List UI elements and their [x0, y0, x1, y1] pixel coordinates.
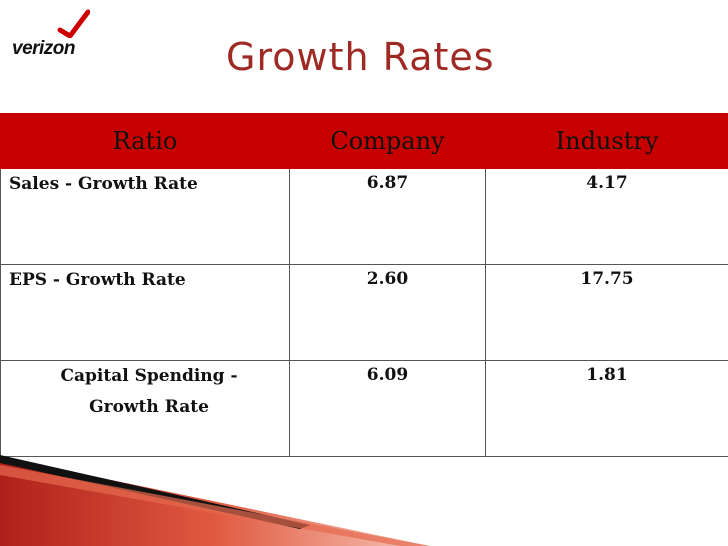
company-cell: 6.09	[289, 360, 486, 457]
ratio-line: Capital Spending -	[60, 366, 238, 386]
slide-title: Growth Rates	[226, 35, 495, 79]
industry-cell: 4.17	[485, 168, 728, 265]
industry-cell: 17.75	[485, 264, 728, 361]
ratio-line: Growth Rate	[89, 397, 209, 417]
growth-rates-table: Ratio Company Industry Sales - Growth Ra…	[0, 113, 728, 457]
ratio-cell: EPS - Growth Rate	[0, 264, 290, 361]
company-cell: 6.87	[289, 168, 486, 265]
header-company: Company	[289, 113, 486, 169]
logo-text: verizon	[12, 38, 76, 59]
header-ratio: Ratio	[0, 113, 290, 169]
logo-check-icon	[57, 9, 90, 38]
ratio-cell: Sales - Growth Rate	[0, 168, 290, 265]
industry-cell: 1.81	[485, 360, 728, 457]
header-industry: Industry	[485, 113, 728, 169]
verizon-logo: verizon	[10, 8, 90, 59]
table-row: EPS - Growth Rate 2.60 17.75	[0, 264, 728, 361]
table-row: Sales - Growth Rate 6.87 4.17	[0, 168, 728, 265]
decorative-swoosh	[0, 455, 430, 546]
table-header-row: Ratio Company Industry	[0, 113, 728, 169]
table-row: Capital Spending - Growth Rate 6.09 1.81	[0, 360, 728, 457]
ratio-cell: Capital Spending - Growth Rate	[0, 360, 290, 457]
company-cell: 2.60	[289, 264, 486, 361]
